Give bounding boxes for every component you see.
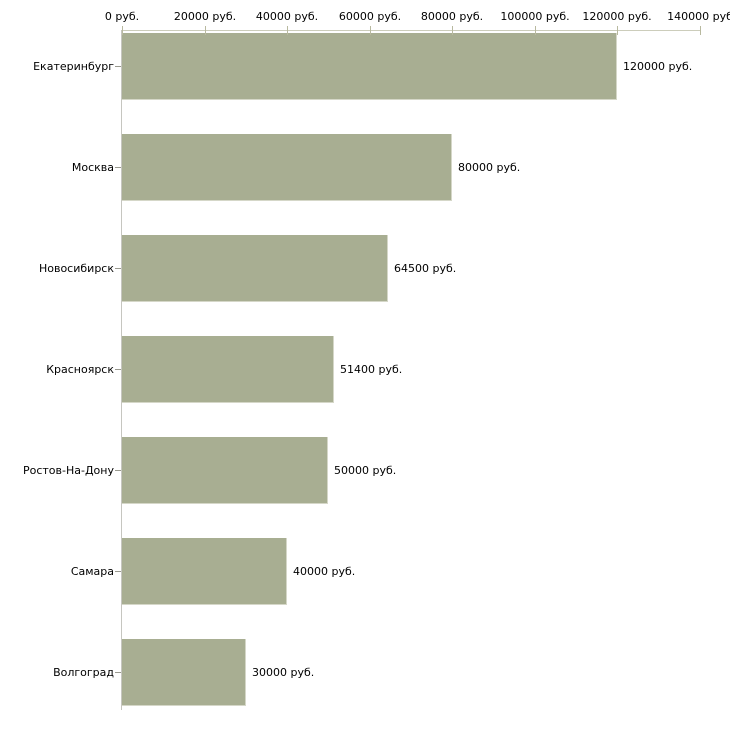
bar [122, 336, 334, 403]
x-tick-mark [370, 26, 371, 35]
x-tick-mark [700, 26, 701, 35]
category-label: Самара [70, 565, 114, 578]
bar-value-label: 30000 руб. [252, 666, 315, 679]
bar [122, 33, 617, 100]
bar [122, 639, 246, 706]
bar [122, 437, 328, 504]
x-axis-line [122, 30, 700, 31]
x-tick-label: 40000 руб. [255, 10, 319, 23]
category-label: Екатеринбург [33, 60, 114, 73]
category-label: Новосибирск [38, 262, 114, 275]
x-tick-label: 0 руб. [104, 10, 140, 23]
y-tick-mark [115, 167, 121, 168]
x-tick-mark [617, 26, 618, 35]
x-tick-label: 60000 руб. [338, 10, 402, 23]
bar-value-label: 80000 руб. [458, 161, 521, 174]
bar [122, 235, 388, 302]
y-tick-mark [115, 369, 121, 370]
x-tick-label: 20000 руб. [173, 10, 237, 23]
bar [122, 134, 452, 201]
x-tick-label: 100000 руб. [500, 10, 570, 23]
bar [122, 538, 287, 605]
category-label: Москва [71, 161, 114, 174]
bar-value-label: 120000 руб. [623, 60, 693, 73]
x-tick-label: 80000 руб. [420, 10, 484, 23]
bar-value-label: 64500 руб. [394, 262, 457, 275]
y-tick-mark [115, 66, 121, 67]
bar-value-label: 50000 руб. [334, 464, 397, 477]
y-axis-line [121, 30, 122, 710]
x-tick-label: 140000 руб [667, 10, 730, 23]
x-tick-mark [287, 26, 288, 35]
x-tick-mark [452, 26, 453, 35]
category-label: Ростов-На-Дону [22, 464, 114, 477]
x-tick-mark [122, 26, 123, 35]
y-tick-mark [115, 571, 121, 572]
bar-value-label: 51400 руб. [340, 363, 403, 376]
x-tick-mark [205, 26, 206, 35]
bar-value-label: 40000 руб. [293, 565, 356, 578]
category-label: Красноярск [46, 363, 114, 376]
y-tick-mark [115, 470, 121, 471]
x-tick-label: 120000 руб. [582, 10, 652, 23]
y-tick-mark [115, 672, 121, 673]
x-tick-mark [535, 26, 536, 35]
category-label: Волгоград [53, 666, 114, 679]
y-tick-mark [115, 268, 121, 269]
